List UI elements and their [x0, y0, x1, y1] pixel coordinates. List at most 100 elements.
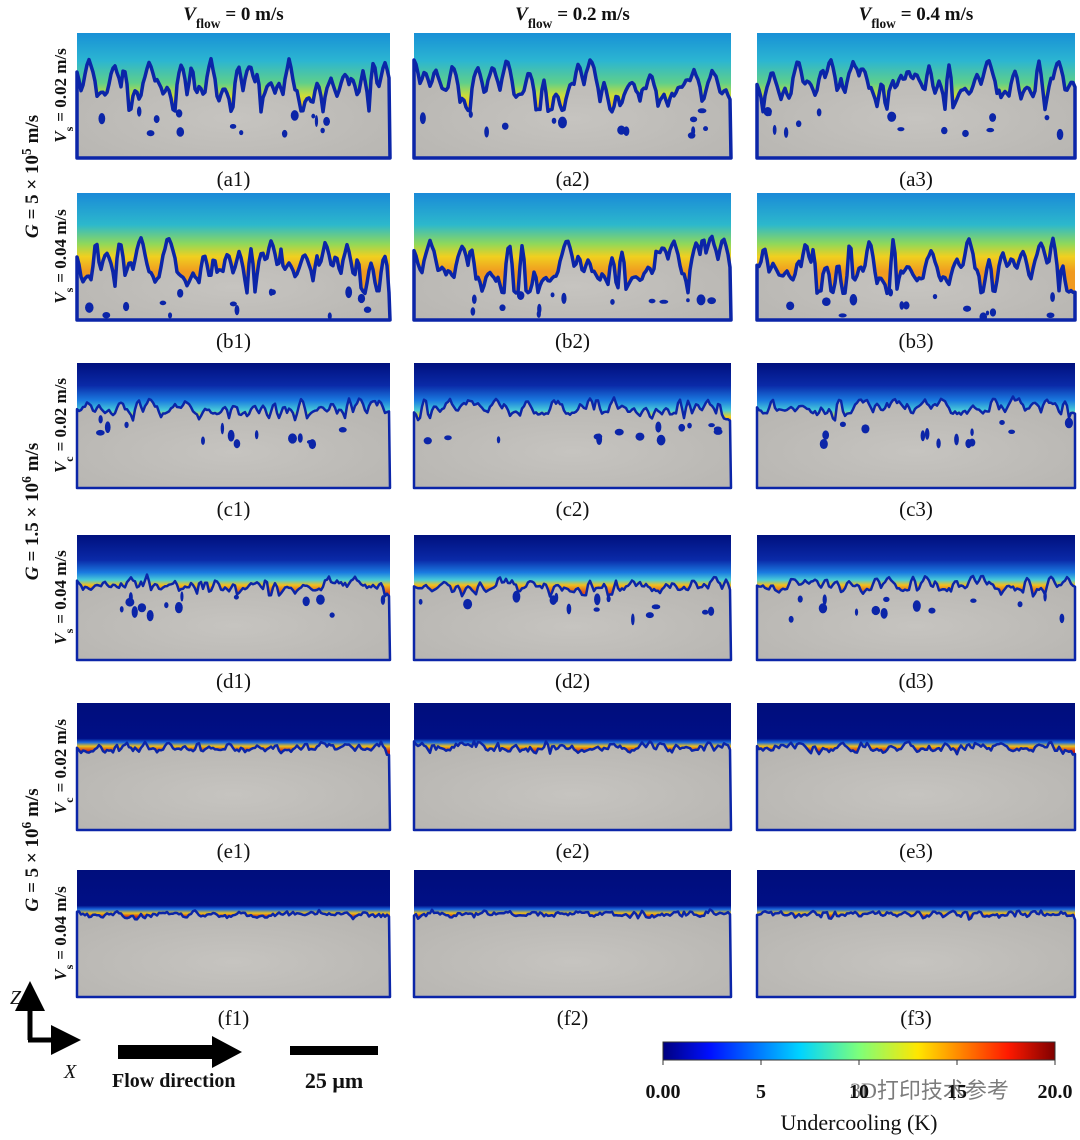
text-part: G [22, 566, 43, 580]
liquid-pocket [180, 591, 184, 602]
liquid-pocket [1064, 417, 1074, 429]
liquid-pocket [854, 608, 859, 616]
panel-label: (e1) [217, 839, 251, 863]
liquid-pocket [175, 109, 183, 118]
colorbar-title: Undercooling (K) [780, 1110, 937, 1135]
liquid-pocket [788, 615, 794, 623]
liquid-pocket [989, 113, 997, 122]
liquid-pocket [687, 422, 692, 429]
liquid-pocket [566, 603, 572, 615]
liquid-pocket [703, 126, 709, 132]
liquid-pocket [786, 301, 795, 311]
liquid-pocket [928, 607, 936, 614]
text-part: = 1.5 × 10 [22, 483, 43, 562]
liquid-pocket [124, 421, 129, 429]
liquid-pocket [985, 310, 990, 316]
liquid-pocket [883, 596, 890, 603]
liquid-pocket [861, 424, 870, 434]
text-part: = 0 m/s [225, 4, 283, 25]
liquid-pocket [936, 438, 941, 449]
watermark: 3D打印技术参考 [850, 1078, 1009, 1103]
liquid-pocket [288, 433, 297, 444]
panel-label: (f2) [557, 1006, 588, 1030]
liquid-pocket [290, 110, 299, 121]
solid-region [75, 573, 392, 662]
z-label: Z [10, 987, 22, 1009]
group-label: G = 1.5 × 106 m/s [19, 443, 44, 581]
liquid-pocket [554, 592, 559, 603]
liquid-pocket [484, 126, 489, 138]
liquid-pocket [697, 108, 707, 114]
panel-label: (f1) [218, 1006, 249, 1030]
liquid-pocket [561, 292, 567, 305]
liquid-pocket [659, 299, 669, 304]
text-part: 5 [19, 148, 34, 155]
liquid-pocket [164, 602, 169, 609]
panel-label: (c3) [899, 497, 933, 521]
liquid-pocket [136, 106, 142, 117]
liquid-pocket [819, 438, 828, 450]
panel-label: (c2) [556, 497, 590, 521]
text-part: V [51, 460, 70, 473]
liquid-pocket [234, 305, 240, 316]
text-part: s [62, 964, 76, 969]
liquid-pocket [1008, 429, 1016, 434]
colorbar-tick-label: 5 [756, 1081, 766, 1103]
group-label: G = 5 × 105 m/s [19, 115, 44, 238]
liquid-pocket [471, 294, 477, 305]
text-part: = 0.04 m/s [51, 886, 70, 960]
column-header: Vflow = 0 m/s [183, 4, 283, 31]
liquid-pocket [970, 598, 977, 603]
liquid-pocket [327, 312, 332, 320]
group-label: G = 5 × 106 m/s [19, 788, 44, 911]
liquid-pocket [912, 600, 921, 612]
liquid-pocket [311, 113, 316, 119]
column-header: Vflow = 0.2 m/s [515, 4, 630, 31]
text-part: = 0.02 m/s [51, 719, 70, 793]
liquid-pocket [689, 116, 698, 123]
liquid-pocket [357, 293, 366, 304]
solid-region [75, 56, 392, 160]
column-header: Vflow = 0.4 m/s [859, 4, 974, 31]
liquid-pocket [233, 439, 241, 449]
liquid-pocket [920, 430, 926, 442]
liquid-pocket [816, 108, 822, 117]
solid-region [412, 908, 733, 999]
liquid-pocket [85, 302, 94, 313]
liquid-pocket [822, 594, 827, 605]
liquid-pocket [713, 426, 722, 432]
liquid-pocket [229, 301, 237, 307]
panel-label: (a3) [899, 167, 933, 191]
liquid-pocket [1050, 292, 1055, 303]
colorbar-tick-label: 20.0 [1038, 1081, 1073, 1103]
liquid-pocket [1046, 312, 1055, 319]
liquid-pocket [220, 422, 225, 435]
liquid-pocket [96, 429, 105, 436]
text-part: m/s [22, 788, 43, 817]
liquid-pocket [651, 604, 661, 610]
liquid-pocket [536, 310, 541, 318]
liquid-pocket [822, 430, 830, 440]
liquid-pocket [610, 299, 615, 305]
liquid-pocket [254, 430, 259, 440]
text-part: V [51, 291, 70, 304]
liquid-pocket [818, 603, 828, 614]
colorbar-tick-label: 15 [947, 1081, 967, 1103]
solid-region [755, 574, 1077, 662]
liquid-pocket [227, 429, 235, 442]
text-part: = 0.02 m/s [51, 378, 70, 452]
liquid-pocket [897, 127, 905, 132]
panel-label: (b3) [899, 329, 934, 353]
liquid-pocket [707, 606, 715, 616]
text-part: = 0.04 m/s [51, 209, 70, 283]
row-label: Vs = 0.04 m/s [51, 886, 76, 981]
row-label: Vs = 0.04 m/s [51, 209, 76, 304]
text-part: G [22, 224, 43, 238]
panel-label: (a1) [217, 167, 251, 191]
solid-region [755, 909, 1077, 999]
liquid-pocket [701, 609, 709, 615]
liquid-pocket [903, 301, 910, 310]
solid-region [75, 740, 392, 832]
liquid-pocket [839, 421, 846, 428]
